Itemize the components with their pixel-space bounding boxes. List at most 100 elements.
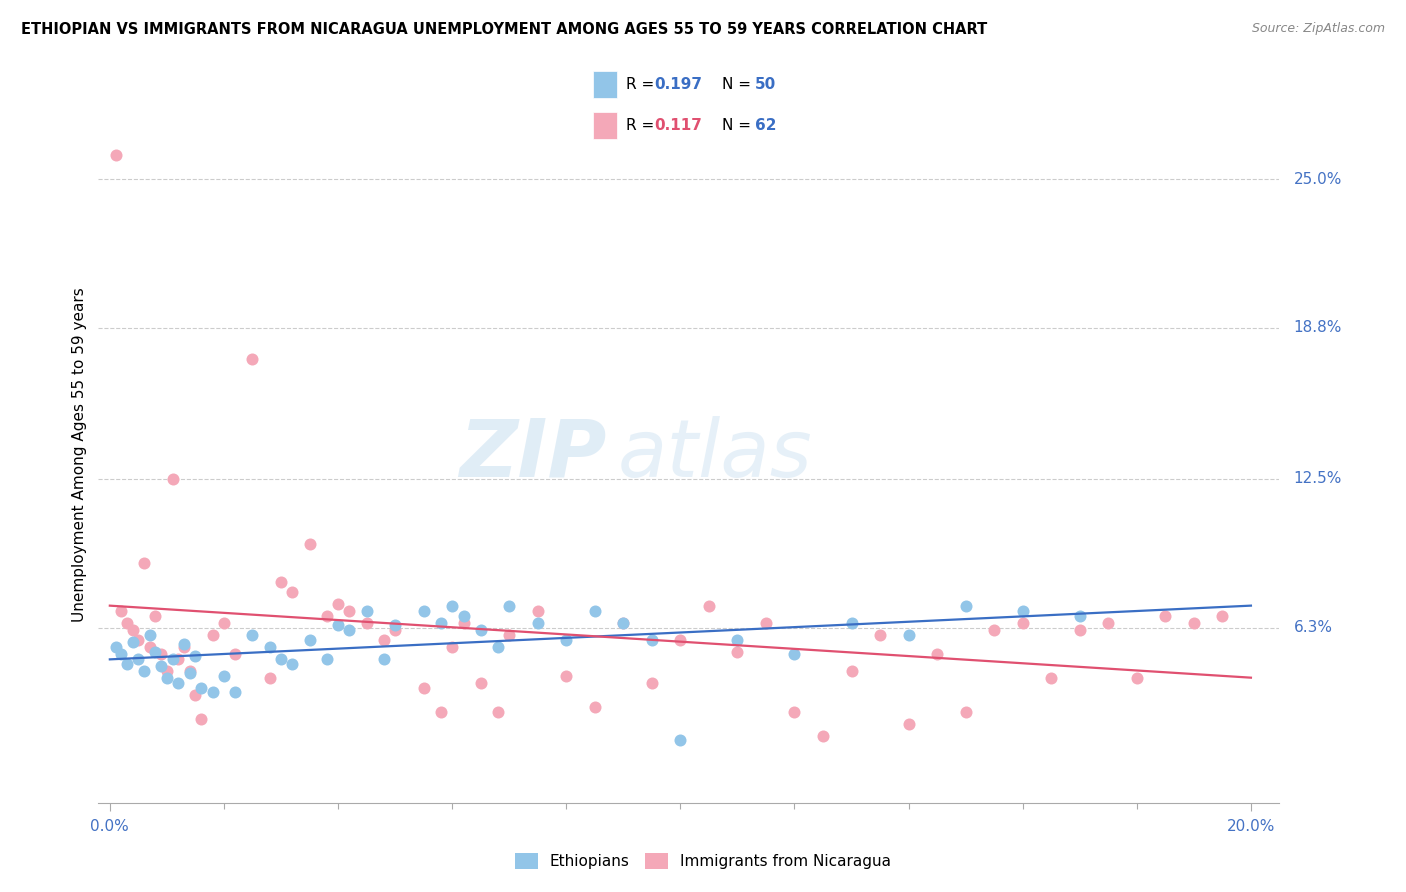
Text: 0.117: 0.117 <box>655 118 703 133</box>
Point <box>242 628 264 642</box>
Point <box>326 597 349 611</box>
Point <box>612 615 634 630</box>
Point <box>869 628 891 642</box>
Text: 6.3%: 6.3% <box>1294 620 1333 635</box>
Point <box>270 652 292 666</box>
Point <box>498 628 520 642</box>
Point <box>1097 615 1119 630</box>
Y-axis label: Unemployment Among Ages 55 to 59 years: Unemployment Among Ages 55 to 59 years <box>72 287 87 623</box>
Point <box>1182 615 1205 630</box>
Point <box>156 671 179 685</box>
Point <box>150 647 173 661</box>
Point <box>162 472 184 486</box>
Point <box>139 628 162 642</box>
Point <box>612 615 634 630</box>
Point <box>453 608 475 623</box>
Point <box>115 657 138 671</box>
Point <box>725 632 748 647</box>
Bar <box>593 112 616 139</box>
Point <box>167 676 190 690</box>
Point <box>315 608 337 623</box>
Point <box>486 705 509 719</box>
Point <box>783 705 806 719</box>
Text: 25.0%: 25.0% <box>1294 171 1341 186</box>
Point <box>162 652 184 666</box>
Point <box>281 584 304 599</box>
Point <box>583 699 606 714</box>
Point <box>486 640 509 654</box>
Text: 50: 50 <box>755 77 776 92</box>
Point <box>104 148 127 162</box>
Point <box>270 575 292 590</box>
Point <box>184 649 207 664</box>
Text: 12.5%: 12.5% <box>1294 471 1341 486</box>
Point <box>179 666 201 681</box>
Point <box>955 705 977 719</box>
Point <box>145 608 167 623</box>
Point <box>173 637 195 651</box>
Point <box>184 688 207 702</box>
Text: atlas: atlas <box>619 416 813 494</box>
Point <box>470 623 492 637</box>
Point <box>1011 604 1033 618</box>
Point <box>132 664 155 678</box>
Point <box>339 604 361 618</box>
Text: R =: R = <box>627 118 659 133</box>
Point <box>1069 608 1091 623</box>
Point <box>190 712 212 726</box>
Point <box>453 615 475 630</box>
Text: R =: R = <box>627 77 659 92</box>
Text: N =: N = <box>723 77 756 92</box>
Point <box>783 647 806 661</box>
Point <box>1040 671 1063 685</box>
Point <box>281 657 304 671</box>
Point <box>167 652 190 666</box>
Point <box>811 729 834 743</box>
Legend: Ethiopians, Immigrants from Nicaragua: Ethiopians, Immigrants from Nicaragua <box>509 847 897 875</box>
Point <box>115 615 138 630</box>
Point <box>755 615 778 630</box>
Point <box>498 599 520 613</box>
Text: ZIP: ZIP <box>458 416 606 494</box>
Text: 18.8%: 18.8% <box>1294 320 1341 335</box>
Text: 62: 62 <box>755 118 776 133</box>
Point <box>927 647 949 661</box>
Point <box>897 628 920 642</box>
Point <box>127 632 149 647</box>
Point <box>326 618 349 632</box>
Point <box>259 671 281 685</box>
Point <box>339 623 361 637</box>
Point <box>441 599 464 613</box>
Point <box>384 623 406 637</box>
Point <box>373 652 395 666</box>
Point <box>212 615 235 630</box>
Point <box>470 676 492 690</box>
Point <box>441 640 464 654</box>
Point <box>583 604 606 618</box>
Point <box>139 640 162 654</box>
Point <box>201 685 224 699</box>
Point <box>669 733 692 747</box>
Point <box>641 676 664 690</box>
Point <box>298 632 321 647</box>
Point <box>212 668 235 682</box>
Point <box>983 623 1005 637</box>
Point <box>150 659 173 673</box>
Point <box>104 640 127 654</box>
Point <box>841 664 863 678</box>
Text: N =: N = <box>723 118 756 133</box>
Point <box>1011 615 1033 630</box>
Point <box>315 652 337 666</box>
Point <box>555 668 578 682</box>
Point <box>1154 608 1177 623</box>
Point <box>127 652 149 666</box>
Point <box>697 599 720 613</box>
Text: Source: ZipAtlas.com: Source: ZipAtlas.com <box>1251 22 1385 36</box>
Point <box>429 705 451 719</box>
Point <box>1069 623 1091 637</box>
Point <box>224 685 246 699</box>
Point <box>841 615 863 630</box>
Point <box>121 635 143 649</box>
Point <box>429 615 451 630</box>
Point <box>110 647 132 661</box>
